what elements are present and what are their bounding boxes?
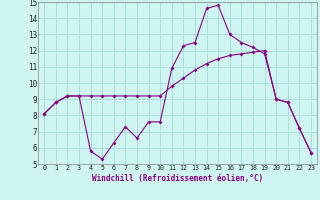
X-axis label: Windchill (Refroidissement éolien,°C): Windchill (Refroidissement éolien,°C)	[92, 174, 263, 183]
